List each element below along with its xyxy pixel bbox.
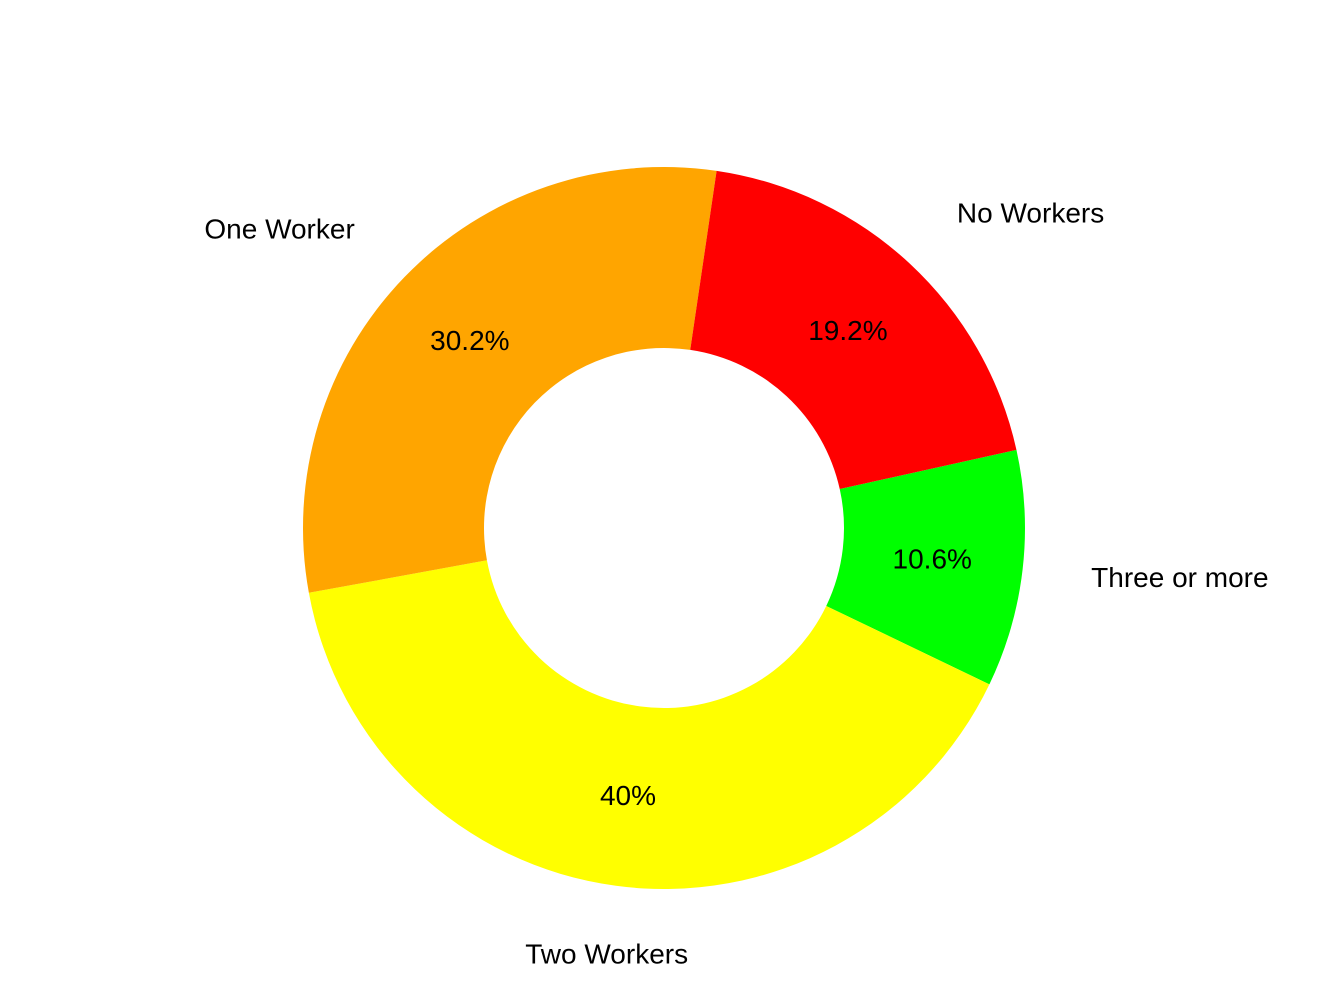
category-label: No Workers (957, 198, 1104, 229)
slice-no-workers (690, 170, 1017, 490)
percent-label: 40% (600, 780, 656, 811)
category-label: One Worker (204, 214, 354, 245)
percent-labels: 10.6% 40% 30.2% 19.2% (430, 315, 972, 811)
category-label: Three or more (1091, 562, 1268, 593)
percent-label: 10.6% (893, 543, 972, 574)
slice-three-or-more (826, 449, 1025, 685)
donut-slices (303, 166, 1025, 889)
percent-label: 30.2% (430, 325, 509, 356)
category-label: Two Workers (525, 939, 688, 970)
slice-two-workers (308, 560, 990, 889)
category-labels: Three or more Two Workers One Worker No Wor… (204, 198, 1268, 970)
percent-label: 19.2% (808, 315, 887, 346)
slice-one-worker (303, 166, 717, 593)
